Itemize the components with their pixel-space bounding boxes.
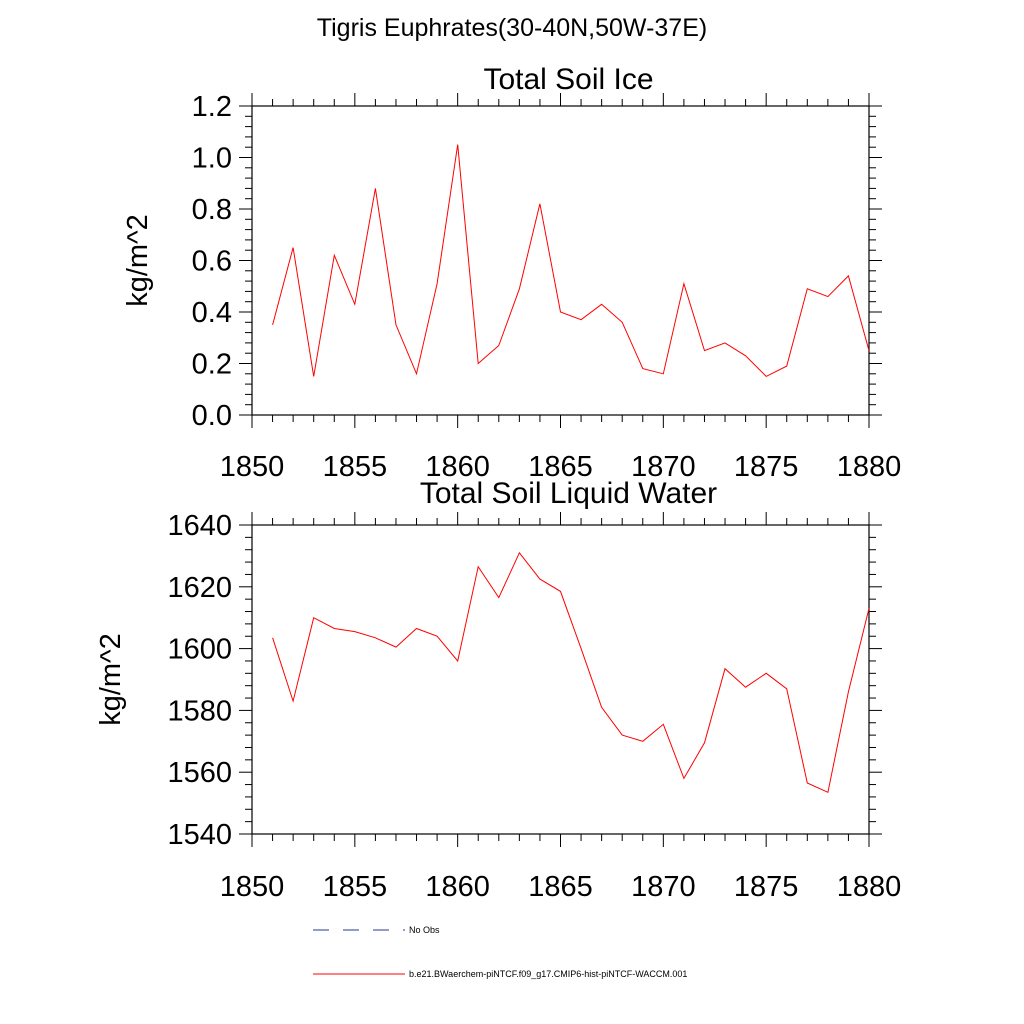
y-tick-label: 1640 [167,510,232,542]
y-tick-label: 1560 [167,757,232,789]
x-tick-label: 1870 [631,871,696,903]
y-tick-label: 1.2 [192,91,232,123]
x-tick-label: 1850 [220,871,285,903]
panel-title: Total Soil Ice [483,63,653,96]
y-tick-label: 1540 [167,819,232,851]
legend-label: b.e21.BWaerchem-piNTCF.f09_g17.CMIP6-his… [409,969,687,979]
plot-frame [251,105,870,416]
x-tick-label: 1875 [734,451,799,483]
panel-title: Total Soil Liquid Water [420,477,717,510]
x-tick-label: 1865 [528,451,593,483]
series-line [272,551,870,794]
x-tick-label: 1855 [323,871,388,903]
series-line [272,144,870,378]
x-tick-label: 1855 [323,451,388,483]
legend: No Obs b.e21.BWaerchem-piNTCF.f09_g17.CMI… [313,925,687,979]
y-tick-label: 1580 [167,695,232,727]
x-tick-label: 1880 [837,871,902,903]
x-tick-label: 1880 [837,451,902,483]
y-tick-label: 0.2 [192,349,232,381]
y-tick-label: 0.8 [192,194,232,226]
y-axis-label: kg/m^2 [95,633,127,726]
y-tick-label: 1620 [167,572,232,604]
legend-label: No Obs [409,925,440,935]
y-axis-label: kg/m^2 [122,214,154,307]
panel-total-soil-liquid-water: Total Soil Liquid Water kg/m^2 1540 1560 158… [95,477,901,903]
x-tick-label: 1860 [425,871,490,903]
y-tick-label: 0.0 [192,400,232,432]
y-tick-label: 0.4 [192,297,232,329]
x-tick-label: 1865 [528,871,593,903]
panel-total-soil-ice: Total Soil Ice kg/m^2 0.0 0.2 0.4 0.6 0.8 1.0 1.… [122,63,901,483]
y-tick-label: 1600 [167,634,232,666]
figure-title: Tigris Euphrates(30-40N,50W-37E) [316,14,708,42]
y-tick-label: 0.6 [192,246,232,278]
x-tick-label: 1850 [220,451,285,483]
plot-frame [251,524,870,835]
x-tick-label: 1870 [631,451,696,483]
x-tick-label: 1860 [425,451,490,483]
y-tick-label: 1.0 [192,143,232,175]
x-tick-label: 1875 [734,871,799,903]
